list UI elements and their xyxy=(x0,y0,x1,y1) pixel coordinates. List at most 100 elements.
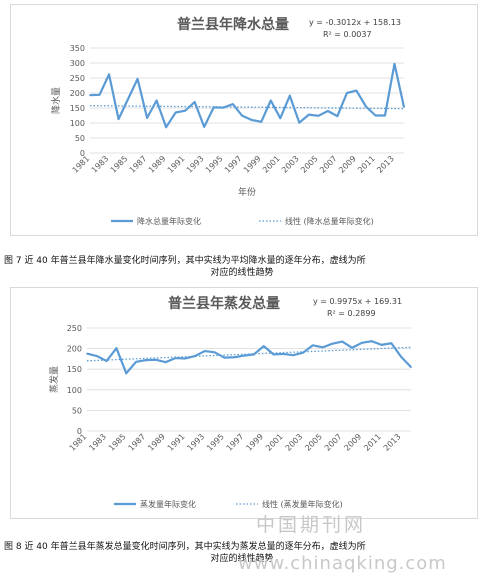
data-point xyxy=(403,106,405,108)
data-point xyxy=(380,344,383,346)
data-point xyxy=(289,94,291,97)
y-tick-label: 100 xyxy=(67,386,82,395)
x-tick-label: 1995 xyxy=(205,432,226,453)
x-tick-label: 1993 xyxy=(185,432,206,453)
y-tick-label: 250 xyxy=(70,74,85,83)
x-tick-label: 1983 xyxy=(90,154,111,175)
x-tick-label: 1997 xyxy=(225,432,246,453)
figure-8-caption-line1: 图 8 近 40 年普兰县年蒸发总量变化时间序列，其中实线为蒸发总量的逐年分布，… xyxy=(4,542,366,552)
x-tick-label: 1999 xyxy=(242,154,263,175)
data-point xyxy=(136,78,139,80)
x-tick-label: 1991 xyxy=(166,154,187,175)
trendline-equation: y = 0.9975x + 169.31 xyxy=(313,297,402,306)
x-tick-label: 2013 xyxy=(382,432,403,453)
x-tick-label: 1981 xyxy=(68,432,89,453)
data-point xyxy=(346,92,348,94)
data-point xyxy=(174,357,177,359)
x-tick-label: 1985 xyxy=(107,432,128,453)
y-tick-label: 200 xyxy=(67,345,82,354)
data-point xyxy=(241,115,244,117)
y-tick-label: 150 xyxy=(67,365,82,374)
r-squared-label: R² = 0.2899 xyxy=(327,309,376,318)
x-tick-label: 2001 xyxy=(264,432,285,453)
data-point xyxy=(308,113,310,116)
data-point xyxy=(96,355,98,357)
x-tick-label: 1987 xyxy=(127,432,148,453)
figure-7-caption: 图 7 近 40 年普兰县年降水量变化时间序列，其中实线为平均降水量的逐年分布，… xyxy=(4,255,480,279)
x-tick-label: 2003 xyxy=(284,432,305,453)
figure-8-caption-line2: 对应的线性趋势 xyxy=(210,554,274,564)
y-tick-label: 0 xyxy=(77,427,82,436)
trendline-equation: y = -0.3012x + 158.13 xyxy=(309,18,401,27)
x-axis-label: 年份 xyxy=(238,186,256,198)
data-point xyxy=(400,356,402,358)
y-tick-label: 250 xyxy=(67,324,82,333)
series-line xyxy=(86,340,412,375)
x-tick-label: 2007 xyxy=(318,154,339,175)
data-point xyxy=(117,118,120,120)
y-axis-label: 蒸发量 xyxy=(48,366,60,393)
watermark-site-name: 中国期刊网 xyxy=(256,514,367,536)
x-tick-label: 2001 xyxy=(261,154,282,175)
x-tick-label: 1999 xyxy=(244,432,265,453)
x-tick-label: 1989 xyxy=(146,432,167,453)
y-tick-label: 350 xyxy=(70,44,85,53)
data-point xyxy=(193,101,196,103)
evaporation-chart-svg: 普兰县年蒸发总量 y = 0.9975x + 169.31 R² = 0.2899 0… xyxy=(48,295,412,509)
data-point xyxy=(146,117,148,119)
x-tick-label: 2009 xyxy=(337,154,358,175)
data-point xyxy=(302,351,304,354)
data-point xyxy=(253,353,255,356)
evaporation-chart: 普兰县年蒸发总量 y = 0.9975x + 169.31 R² = 0.2899 0… xyxy=(10,287,478,519)
data-point xyxy=(312,344,314,347)
data-point xyxy=(410,366,412,368)
data-point xyxy=(351,346,353,349)
x-tick-label: 2007 xyxy=(323,432,344,453)
figure-8-caption: 图 8 近 40 年普兰县年蒸发总量变化时间序列，其中实线为蒸发总量的逐年分布，… xyxy=(4,541,480,565)
precipitation-chart-svg: 普兰县年降水总量 y = -0.3012x + 158.13 R² = 0.0037… xyxy=(50,16,406,226)
data-point xyxy=(393,63,396,65)
x-tick-label: 1993 xyxy=(185,154,206,175)
x-tick-label: 2005 xyxy=(303,432,324,453)
x-tick-label: 2011 xyxy=(356,154,377,175)
data-point xyxy=(135,360,137,363)
r-squared-label: R² = 0.0037 xyxy=(323,30,372,39)
y-tick-label: 50 xyxy=(72,406,82,415)
series-line xyxy=(89,62,406,129)
y-axis-label: 降水量 xyxy=(50,87,62,114)
data-point xyxy=(317,115,320,117)
figure-7-caption-line1: 图 7 近 40 年普兰县年降水量变化时间序列，其中实线为平均降水量的逐年分布，… xyxy=(4,256,366,266)
y-tick-label: 150 xyxy=(70,104,85,113)
legend-label-series: 蒸发量年际变化 xyxy=(140,499,196,509)
x-tick-label: 1981 xyxy=(71,154,92,175)
data-point xyxy=(184,109,186,112)
data-point xyxy=(108,73,110,76)
data-point xyxy=(250,119,253,121)
data-point xyxy=(164,361,167,363)
data-point xyxy=(370,340,373,342)
watermark-url: www.chinaqking.com xyxy=(238,553,447,574)
data-point xyxy=(184,357,186,360)
x-tick-label: 2011 xyxy=(362,432,383,453)
data-point xyxy=(145,359,147,361)
x-tick-label: 2013 xyxy=(375,154,396,175)
data-point xyxy=(327,110,329,112)
data-point xyxy=(213,351,216,354)
data-point xyxy=(98,94,101,96)
data-point xyxy=(365,105,367,108)
data-point xyxy=(269,99,272,102)
data-point xyxy=(361,342,363,344)
y-tick-label: 0 xyxy=(80,149,85,158)
data-point xyxy=(105,360,108,362)
data-point xyxy=(125,372,128,375)
data-point xyxy=(331,342,334,345)
data-point xyxy=(231,103,234,105)
data-point xyxy=(86,352,88,355)
data-point xyxy=(115,347,118,349)
data-point xyxy=(260,121,263,123)
data-point xyxy=(390,342,393,345)
data-point xyxy=(127,98,129,100)
data-point xyxy=(174,111,177,114)
x-tick-label: 1991 xyxy=(166,432,187,453)
x-tick-label: 2003 xyxy=(280,154,301,175)
